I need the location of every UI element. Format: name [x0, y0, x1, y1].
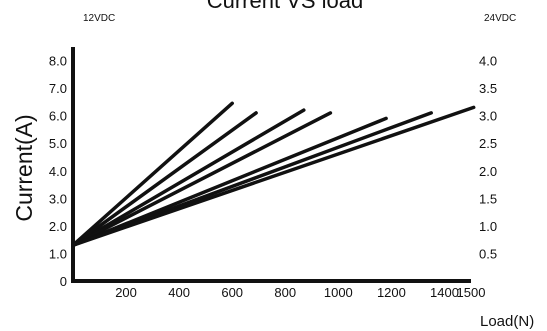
x-tick-label: 600 — [221, 285, 243, 300]
y2-tick-label: 3.5 — [479, 81, 497, 96]
y2-tick-label: 2.5 — [479, 136, 497, 151]
x-tick-label: 400 — [168, 285, 190, 300]
series-line — [71, 101, 234, 247]
x-tick-label: 1500 — [457, 285, 486, 300]
x-tick-label: 1200 — [377, 285, 406, 300]
y2-tick-label: 1.5 — [479, 191, 497, 206]
x-tick-label: 200 — [115, 285, 137, 300]
x-tick-label: 1400 — [430, 285, 459, 300]
chart-title: Current VS load — [207, 0, 364, 13]
y-tick-label: 5.0 — [49, 136, 67, 151]
y-tick-label: 6.0 — [49, 109, 67, 124]
y-tick-label: 4.0 — [49, 164, 67, 179]
y-tick-label: 2.0 — [49, 219, 67, 234]
x-axis-label: Load(N) — [480, 313, 534, 330]
x-tick-label: 1000 — [324, 285, 353, 300]
y-axis-label: Current(A) — [11, 114, 37, 221]
y2-tick-label: 4.0 — [479, 54, 497, 69]
series-line — [71, 111, 258, 247]
series-line — [71, 108, 306, 247]
y2-tick-label: 3.0 — [479, 109, 497, 124]
left-supply-label: 12VDC — [83, 13, 115, 24]
series-line — [71, 111, 333, 247]
x-tick-label: 800 — [274, 285, 296, 300]
y-tick-label: 1.0 — [49, 246, 67, 261]
right-supply-label: 24VDC — [484, 13, 516, 24]
y2-tick-label: 0.5 — [479, 246, 497, 261]
series-line — [71, 105, 476, 247]
y-tick-label: 7.0 — [49, 81, 67, 96]
y2-tick-label: 1.0 — [479, 219, 497, 234]
y-tick-label: 8.0 — [49, 54, 67, 69]
y-tick-label: 3.0 — [49, 191, 67, 206]
y2-tick-label: 2.0 — [479, 164, 497, 179]
y-tick-label: 0 — [60, 274, 67, 289]
